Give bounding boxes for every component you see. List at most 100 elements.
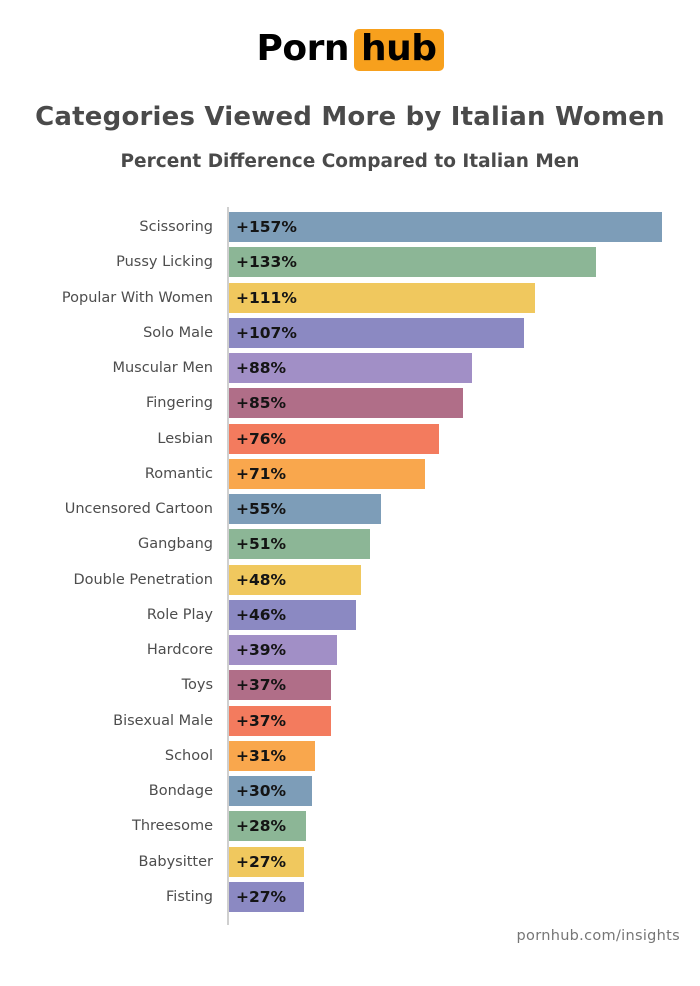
bar-track: +111% — [227, 282, 700, 313]
value-label: +27% — [236, 852, 287, 871]
bar: +37% — [229, 670, 331, 701]
value-label: +111% — [236, 288, 297, 307]
bar: +28% — [229, 811, 307, 842]
category-label: Double Penetration — [73, 571, 213, 588]
value-label: +30% — [236, 782, 287, 800]
page-subtitle: Percent Difference Compared to Italian M… — [120, 151, 580, 172]
chart-row: Bondage +30% — [0, 776, 700, 806]
bar: +27% — [229, 881, 304, 912]
chart-row: Lesbian +76% — [0, 423, 700, 454]
value-label: +71% — [236, 464, 287, 483]
category-label: Fingering — [145, 395, 213, 412]
category-label: School — [164, 747, 213, 764]
chart-row: Fisting +27% — [0, 881, 700, 912]
chart-row: Bisexual Male +37% — [0, 705, 700, 736]
chart-row: Double Penetration +48% — [0, 564, 700, 595]
bar-track: +39% — [227, 635, 700, 665]
category-label: Gangbang — [138, 536, 213, 553]
value-label: +55% — [236, 500, 287, 518]
bar-track: +55% — [227, 494, 700, 524]
bar-track: +76% — [227, 423, 700, 454]
value-label: +31% — [236, 746, 287, 765]
bar: +133% — [229, 247, 596, 278]
chart-row: Pussy Licking +133% — [0, 247, 700, 278]
page-title: Categories Viewed More by Italian Women — [35, 102, 665, 132]
category-label: Uncensored Cartoon — [64, 501, 213, 517]
footer: pornhub.com/insights — [0, 928, 700, 944]
bar: +39% — [229, 635, 337, 665]
category-label: Solo Male — [143, 324, 213, 341]
bar: +46% — [229, 599, 356, 630]
category-label: Hardcore — [146, 642, 213, 658]
bar-track: +27% — [227, 881, 700, 912]
category-label: Popular With Women — [61, 289, 213, 306]
chart-row: Solo Male +107% — [0, 317, 700, 348]
chart-row: Romantic +71% — [0, 458, 700, 489]
chart-row: Threesome +28% — [0, 811, 700, 842]
bar-chart: Scissoring +157% Pussy Licking +133% Popular… — [0, 207, 700, 925]
category-label: Role Play — [146, 606, 213, 623]
category-label: Bisexual Male — [113, 712, 213, 729]
bar-track: +71% — [227, 458, 700, 489]
value-label: +27% — [236, 887, 287, 906]
bar-track: +30% — [227, 776, 700, 806]
value-label: +76% — [236, 429, 287, 448]
bar-track: +31% — [227, 740, 700, 771]
bar-track: +46% — [227, 599, 700, 630]
category-label: Scissoring — [139, 219, 213, 235]
chart-row: Uncensored Cartoon +55% — [0, 494, 700, 524]
category-label: Bondage — [148, 783, 213, 799]
bar: +30% — [229, 776, 312, 806]
bar-track: +88% — [227, 353, 700, 383]
value-label: +85% — [236, 394, 287, 413]
bar: +85% — [229, 388, 464, 419]
bar: +27% — [229, 846, 304, 877]
logo-text-porn: Porn — [256, 28, 349, 69]
bar: +51% — [229, 529, 370, 560]
chart-row: Scissoring +157% — [0, 212, 700, 242]
bar: +71% — [229, 458, 425, 489]
value-label: +46% — [236, 605, 287, 624]
category-label: Babysitter — [138, 853, 213, 870]
chart-row: Hardcore +39% — [0, 635, 700, 665]
bar-track: +51% — [227, 529, 700, 560]
bar-track: +48% — [227, 564, 700, 595]
chart-row: Babysitter +27% — [0, 846, 700, 877]
bar: +107% — [229, 317, 525, 348]
category-label: Muscular Men — [112, 360, 213, 376]
bar: +48% — [229, 564, 362, 595]
bar: +31% — [229, 740, 315, 771]
value-label: +37% — [236, 676, 287, 695]
value-label: +37% — [236, 711, 287, 730]
footer-link: pornhub.com/insights — [516, 927, 680, 944]
category-label: Pussy Licking — [116, 254, 213, 271]
chart-row: Gangbang +51% — [0, 529, 700, 560]
y-axis-line — [227, 207, 229, 925]
category-label: Romantic — [144, 465, 213, 482]
value-label: +39% — [236, 641, 287, 659]
bar-track: +157% — [227, 212, 700, 242]
bar-track: +28% — [227, 811, 700, 842]
chart-row: Popular With Women +111% — [0, 282, 700, 313]
bar-track: +37% — [227, 705, 700, 736]
value-label: +28% — [236, 817, 287, 836]
bar-track: +27% — [227, 846, 700, 877]
bar: +111% — [229, 282, 536, 313]
value-label: +48% — [236, 570, 287, 589]
category-label: Threesome — [131, 818, 213, 835]
value-label: +88% — [236, 359, 287, 377]
chart-rows: Scissoring +157% Pussy Licking +133% Popular… — [0, 212, 700, 912]
category-label: Lesbian — [157, 430, 213, 447]
category-label: Toys — [181, 677, 213, 694]
pornhub-logo: Porn hub — [0, 26, 700, 72]
bar-track: +107% — [227, 317, 700, 348]
bar: +157% — [229, 212, 662, 242]
bar: +88% — [229, 353, 472, 383]
value-label: +107% — [236, 323, 297, 342]
chart-row: Fingering +85% — [0, 388, 700, 419]
chart-row: School +31% — [0, 740, 700, 771]
chart-row: Role Play +46% — [0, 599, 700, 630]
logo-text-hub-box: hub — [353, 29, 444, 71]
value-label: +51% — [236, 535, 287, 554]
